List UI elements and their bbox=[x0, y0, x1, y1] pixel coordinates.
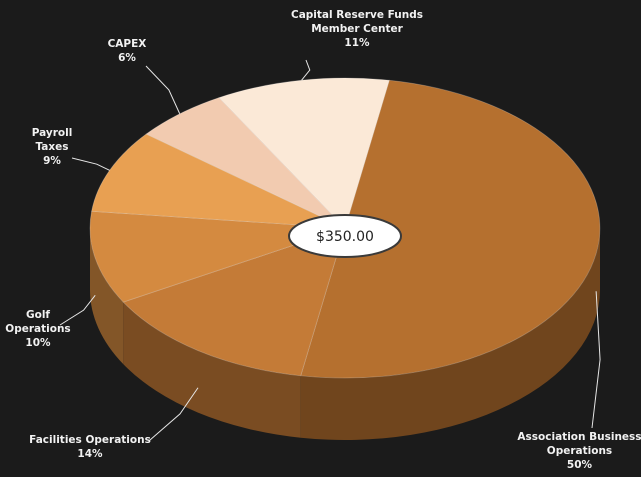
slice-label: Capital Reserve Funds Member Center 11% bbox=[290, 8, 424, 50]
pie-slice bbox=[89, 210, 346, 303]
pie-sides bbox=[90, 228, 600, 440]
leader-line bbox=[59, 295, 96, 326]
center-badge bbox=[288, 214, 402, 258]
slice-name-label: Capital Reserve Funds Member Center bbox=[290, 9, 423, 35]
slice-name-label: Facilities Operations bbox=[29, 434, 151, 446]
pie-slice-side bbox=[90, 228, 124, 365]
leader-line bbox=[301, 59, 311, 81]
leader-line bbox=[145, 65, 181, 114]
slice-label: CAPEX 6% bbox=[100, 37, 154, 65]
slice-label: Association Business Operations 50% bbox=[512, 430, 641, 472]
slice-label: Facilities Operations 14% bbox=[10, 433, 170, 461]
center-label: $350.00 bbox=[316, 229, 374, 245]
slice-value-label: 50% bbox=[566, 459, 593, 471]
slice-value-label: 14% bbox=[77, 448, 103, 460]
slice-name-label: Association Business Operations bbox=[517, 431, 641, 457]
pie-tops bbox=[89, 77, 601, 379]
leader-line bbox=[149, 387, 199, 441]
slice-value-label: 11% bbox=[344, 37, 370, 49]
slice-label: Golf Operations 10% bbox=[4, 308, 72, 350]
pie-slice-side bbox=[300, 228, 600, 440]
pie-slice-side bbox=[123, 302, 301, 438]
pie-slice bbox=[300, 79, 601, 379]
slice-name-label: Golf Operations bbox=[5, 309, 71, 335]
pie-slice bbox=[218, 77, 390, 229]
slice-name-label: CAPEX bbox=[107, 38, 147, 50]
slice-value-label: 6% bbox=[118, 52, 136, 64]
slice-label: Payroll Taxes 9% bbox=[22, 126, 82, 168]
pie-slice bbox=[91, 133, 346, 229]
slice-value-label: 9% bbox=[43, 155, 61, 167]
leader-line bbox=[71, 157, 110, 171]
slice-value-label: 10% bbox=[25, 337, 51, 349]
leader-line bbox=[591, 291, 601, 429]
leader-lines bbox=[59, 59, 601, 441]
pie-slice bbox=[122, 227, 346, 377]
slice-name-label: Payroll Taxes bbox=[31, 127, 73, 153]
